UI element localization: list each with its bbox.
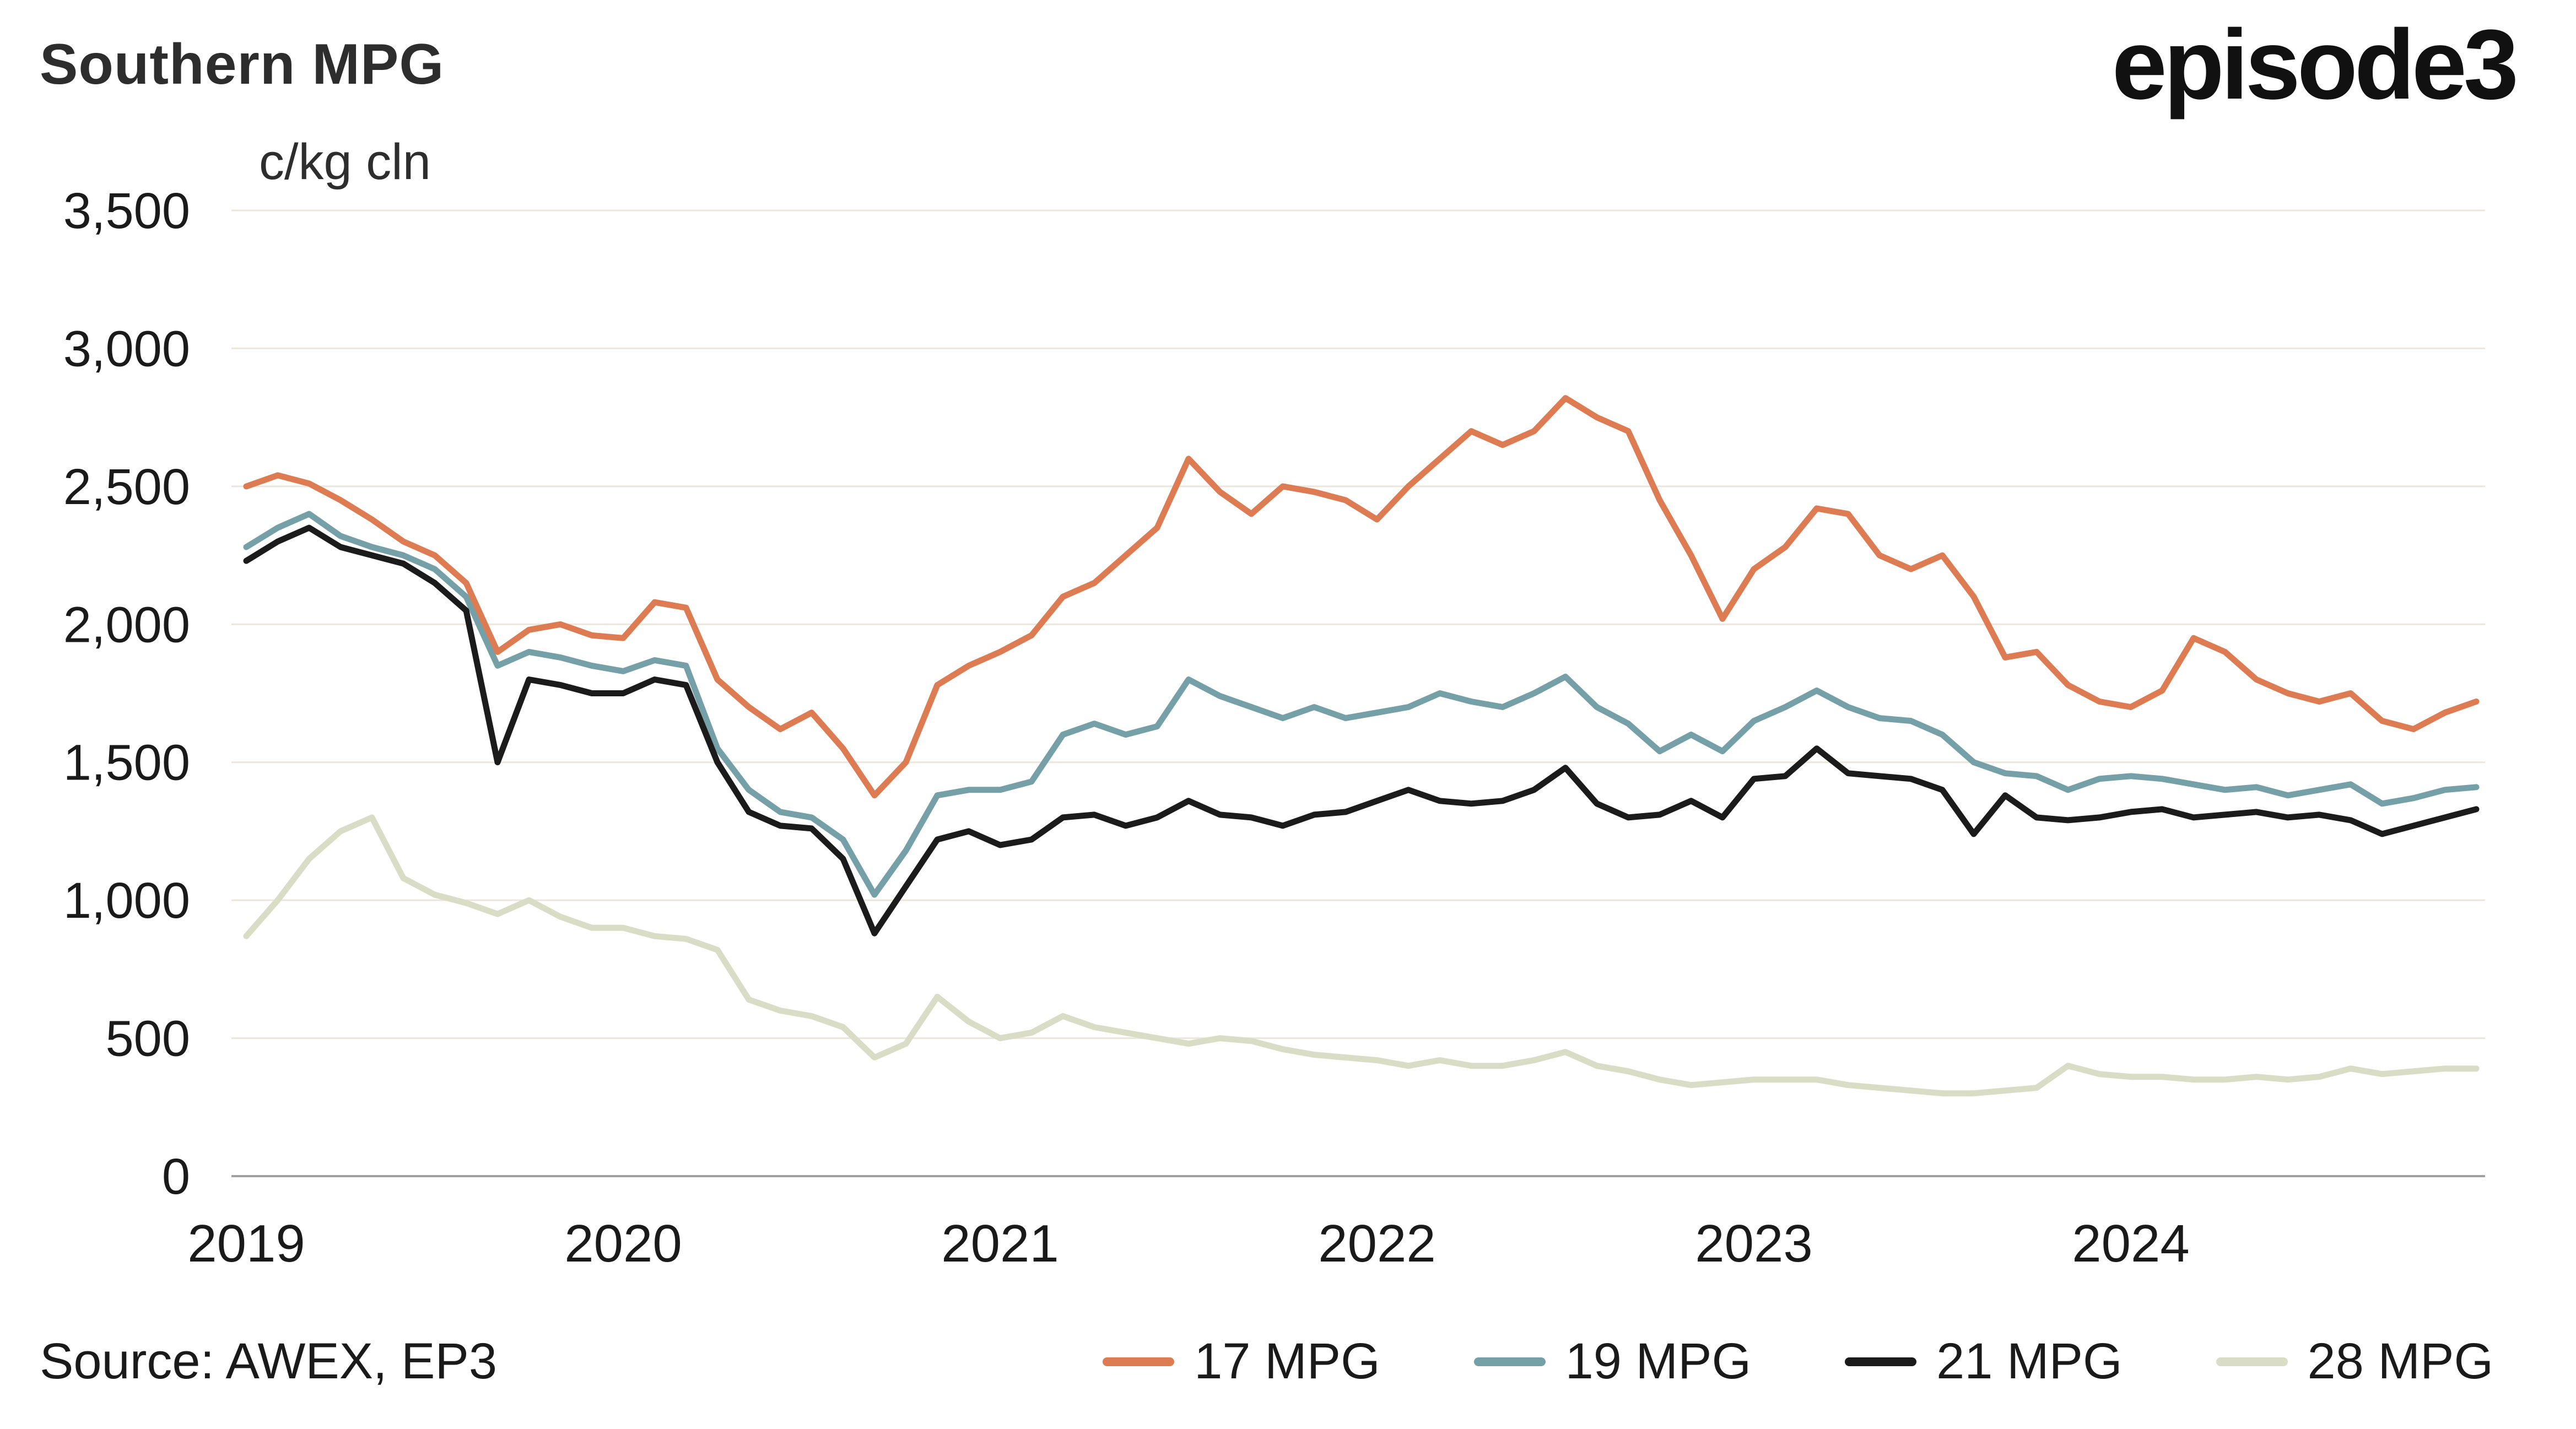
legend-item-28mpg: 28 MPG <box>2216 1333 2493 1390</box>
legend-swatch-21mpg-icon <box>1845 1357 1917 1366</box>
legend-label-17mpg: 17 MPG <box>1194 1333 1380 1389</box>
y-tick-label: 2,000 <box>63 597 190 653</box>
x-tick-label: 2022 <box>1318 1214 1436 1273</box>
legend-swatch-19mpg-icon <box>1473 1357 1546 1366</box>
chart-legend: 17 MPG 19 MPG 21 MPG 28 MPG <box>1103 1333 2493 1390</box>
y-tick-label: 0 <box>162 1149 190 1205</box>
x-tick-label: 2021 <box>941 1214 1059 1273</box>
y-axis-unit-label: c/kg cln <box>259 134 431 190</box>
legend-label-21mpg: 21 MPG <box>1936 1333 2123 1389</box>
legend-item-17mpg: 17 MPG <box>1103 1333 1380 1390</box>
series-line-17-mpg <box>243 395 2480 799</box>
y-tick-label: 1,500 <box>63 735 190 791</box>
series-line-21-mpg <box>243 524 2480 937</box>
y-tick-label: 1,000 <box>63 873 190 929</box>
x-tick-label: 2019 <box>187 1214 305 1273</box>
source-text: Source: AWEX, EP3 <box>40 1333 498 1389</box>
y-tick-label: 500 <box>106 1011 191 1067</box>
x-tick-label: 2023 <box>1695 1214 1813 1273</box>
y-tick-label: 2,500 <box>63 459 190 515</box>
chart-footer: Source: AWEX, EP3 17 MPG 19 MPG 21 MPG 2… <box>40 1333 2493 1390</box>
series-line-19-mpg <box>243 511 2480 898</box>
y-tick-label: 3,000 <box>63 321 190 377</box>
x-tick-label: 2024 <box>2072 1214 2190 1273</box>
legend-label-19mpg: 19 MPG <box>1565 1333 1752 1389</box>
legend-swatch-28mpg-icon <box>2216 1357 2288 1366</box>
legend-swatch-17mpg-icon <box>1103 1357 1175 1366</box>
legend-item-19mpg: 19 MPG <box>1473 1333 1752 1390</box>
legend-label-28mpg: 28 MPG <box>2307 1333 2493 1389</box>
y-tick-label: 3,500 <box>63 183 190 239</box>
series-line-28-mpg <box>243 814 2480 1097</box>
episode3-logo: episode3 <box>2111 9 2519 120</box>
chart-title: Southern MPG <box>40 33 445 96</box>
legend-item-21mpg: 21 MPG <box>1845 1333 2123 1390</box>
x-tick-label: 2020 <box>564 1214 682 1273</box>
